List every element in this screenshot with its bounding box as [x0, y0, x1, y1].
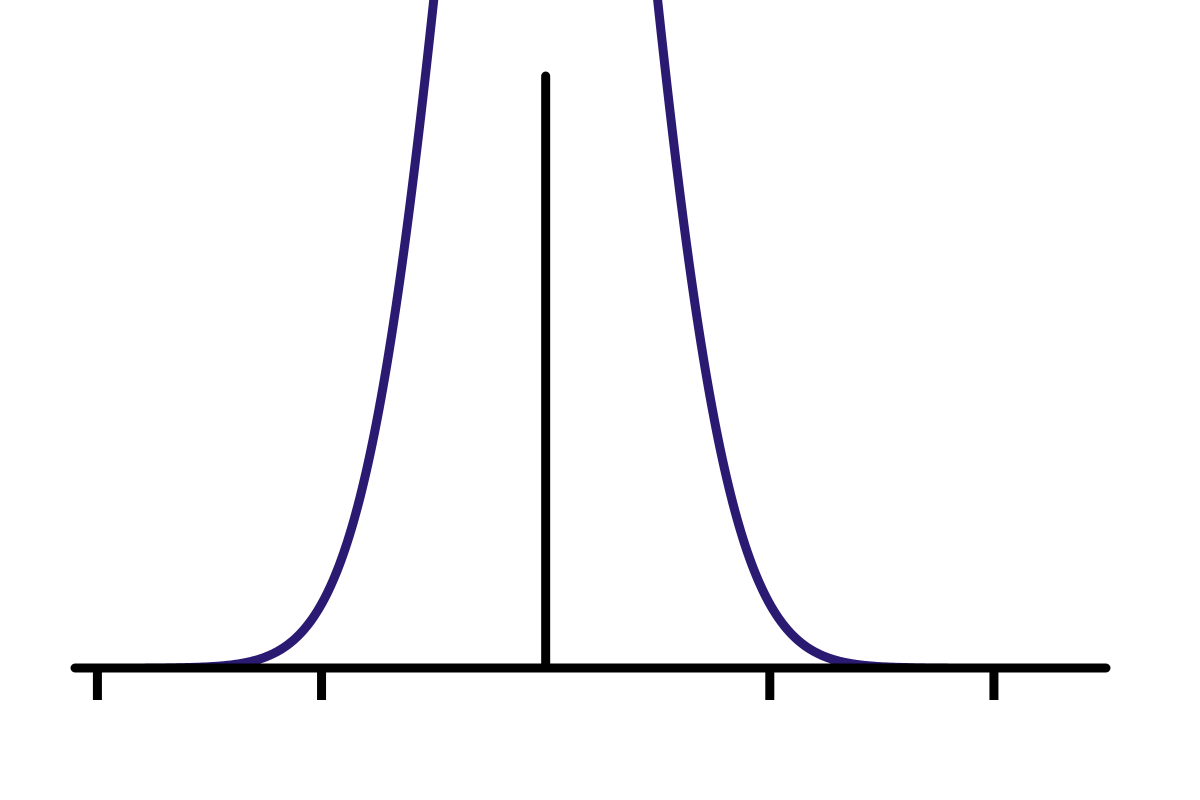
- x-axis-ticks: [92, 668, 999, 700]
- density-curve: [133, 0, 981, 673]
- plot-area: [70, 0, 1111, 700]
